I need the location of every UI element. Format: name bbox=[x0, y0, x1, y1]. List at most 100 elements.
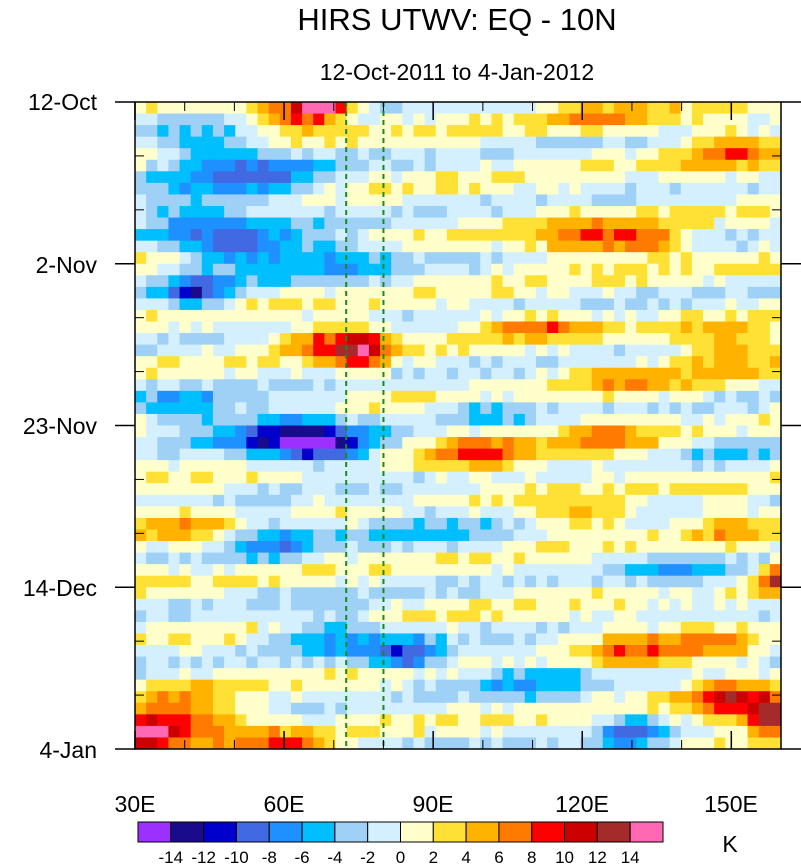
heatmap-cell bbox=[680, 356, 693, 369]
heatmap-cell bbox=[524, 702, 537, 715]
heatmap-cell bbox=[135, 633, 147, 646]
heatmap-cell bbox=[201, 102, 214, 115]
heatmap-cell bbox=[246, 425, 259, 438]
heatmap-cell bbox=[736, 136, 749, 149]
heatmap-cell bbox=[747, 552, 760, 565]
heatmap-cell bbox=[357, 252, 370, 265]
heatmap-cell bbox=[480, 229, 493, 242]
heatmap-cell bbox=[647, 725, 660, 739]
heatmap-cell bbox=[769, 148, 781, 161]
heatmap-cell bbox=[469, 437, 481, 450]
heatmap-cell bbox=[558, 564, 570, 577]
heatmap-cell bbox=[602, 668, 615, 681]
heatmap-cell bbox=[190, 171, 203, 184]
heatmap-cell bbox=[569, 344, 582, 357]
heatmap-cell bbox=[513, 633, 526, 646]
heatmap-cell bbox=[302, 205, 314, 219]
heatmap-cell bbox=[758, 125, 771, 138]
heatmap-cell bbox=[235, 240, 247, 253]
heatmap-cell bbox=[647, 448, 660, 461]
heatmap-cell bbox=[658, 309, 671, 323]
heatmap-cell bbox=[736, 102, 749, 115]
heatmap-cell bbox=[669, 517, 682, 531]
heatmap-cell bbox=[669, 125, 682, 138]
heatmap-cell bbox=[235, 136, 247, 149]
heatmap-cell bbox=[469, 645, 481, 658]
heatmap-cell bbox=[391, 575, 403, 588]
heatmap-cell bbox=[725, 483, 738, 496]
heatmap-cell bbox=[736, 113, 749, 126]
heatmap-cell bbox=[446, 737, 459, 749]
heatmap-cell bbox=[279, 529, 292, 542]
heatmap-cell bbox=[714, 286, 726, 300]
heatmap-cell bbox=[146, 448, 158, 461]
heatmap-cell bbox=[502, 309, 515, 323]
heatmap-cell bbox=[502, 471, 515, 484]
heatmap-cell bbox=[636, 494, 648, 507]
heatmap-cell bbox=[502, 333, 515, 346]
heatmap-cell bbox=[135, 679, 147, 692]
heatmap-cell bbox=[625, 679, 637, 692]
heatmap-cell bbox=[647, 425, 660, 438]
heatmap-cell bbox=[446, 113, 459, 126]
heatmap-cell bbox=[580, 298, 593, 311]
heatmap-cell bbox=[246, 402, 259, 415]
heatmap-cell bbox=[335, 182, 348, 196]
heatmap-cell bbox=[691, 356, 704, 369]
heatmap-cell bbox=[758, 113, 771, 126]
heatmap-cell bbox=[469, 252, 481, 265]
heatmap-cell bbox=[636, 645, 648, 658]
heatmap-cell bbox=[435, 564, 448, 577]
heatmap-cell bbox=[535, 275, 548, 288]
colorbar-label: -12 bbox=[191, 848, 216, 864]
heatmap-cell bbox=[391, 125, 403, 138]
heatmap-cell bbox=[480, 541, 493, 554]
heatmap-cell bbox=[758, 506, 771, 519]
heatmap-cell bbox=[725, 309, 738, 323]
heatmap-cell bbox=[435, 598, 448, 611]
heatmap-cell bbox=[691, 217, 704, 230]
heatmap-cell bbox=[235, 564, 247, 577]
heatmap-cell bbox=[725, 402, 738, 415]
heatmap-cell bbox=[212, 136, 225, 149]
heatmap-cell bbox=[747, 333, 760, 346]
heatmap-cell bbox=[458, 517, 470, 531]
heatmap-cell bbox=[524, 333, 537, 346]
heatmap-cell bbox=[190, 229, 203, 242]
heatmap-cell bbox=[524, 194, 537, 207]
heatmap-cell bbox=[703, 356, 715, 369]
axis-ticks bbox=[115, 101, 801, 750]
heatmap-cell bbox=[368, 263, 381, 276]
heatmap-cell bbox=[558, 367, 570, 380]
heatmap-cell bbox=[290, 263, 303, 276]
heatmap-cell bbox=[391, 587, 403, 600]
heatmap-cell bbox=[313, 517, 325, 531]
heatmap-cell bbox=[413, 621, 426, 635]
heatmap-cell bbox=[302, 309, 314, 323]
heatmap-cell bbox=[602, 471, 615, 484]
heatmap-cell bbox=[435, 275, 448, 288]
heatmap-cell bbox=[302, 725, 314, 739]
heatmap-cell bbox=[424, 390, 437, 403]
heatmap-cell bbox=[324, 263, 337, 276]
colorbar-swatch bbox=[268, 821, 303, 843]
heatmap-cell bbox=[613, 437, 626, 450]
heatmap-cell bbox=[190, 356, 203, 369]
heatmap-cell bbox=[580, 679, 593, 692]
heatmap-cell bbox=[703, 217, 715, 230]
heatmap-cell bbox=[625, 517, 637, 531]
heatmap-cell bbox=[591, 529, 604, 542]
heatmap-cell bbox=[168, 102, 181, 115]
heatmap-cell bbox=[246, 367, 259, 380]
heatmap-cell bbox=[413, 367, 426, 380]
heatmap-cell bbox=[458, 298, 470, 311]
heatmap-cell bbox=[580, 483, 593, 496]
heatmap-cell bbox=[413, 645, 426, 658]
heatmap-cell bbox=[135, 621, 147, 635]
heatmap-cell bbox=[435, 229, 448, 242]
heatmap-cell bbox=[591, 275, 604, 288]
heatmap-cell bbox=[235, 517, 247, 531]
heatmap-cell bbox=[290, 610, 303, 623]
heatmap-cell bbox=[168, 321, 181, 334]
heatmap-cell bbox=[691, 506, 704, 519]
